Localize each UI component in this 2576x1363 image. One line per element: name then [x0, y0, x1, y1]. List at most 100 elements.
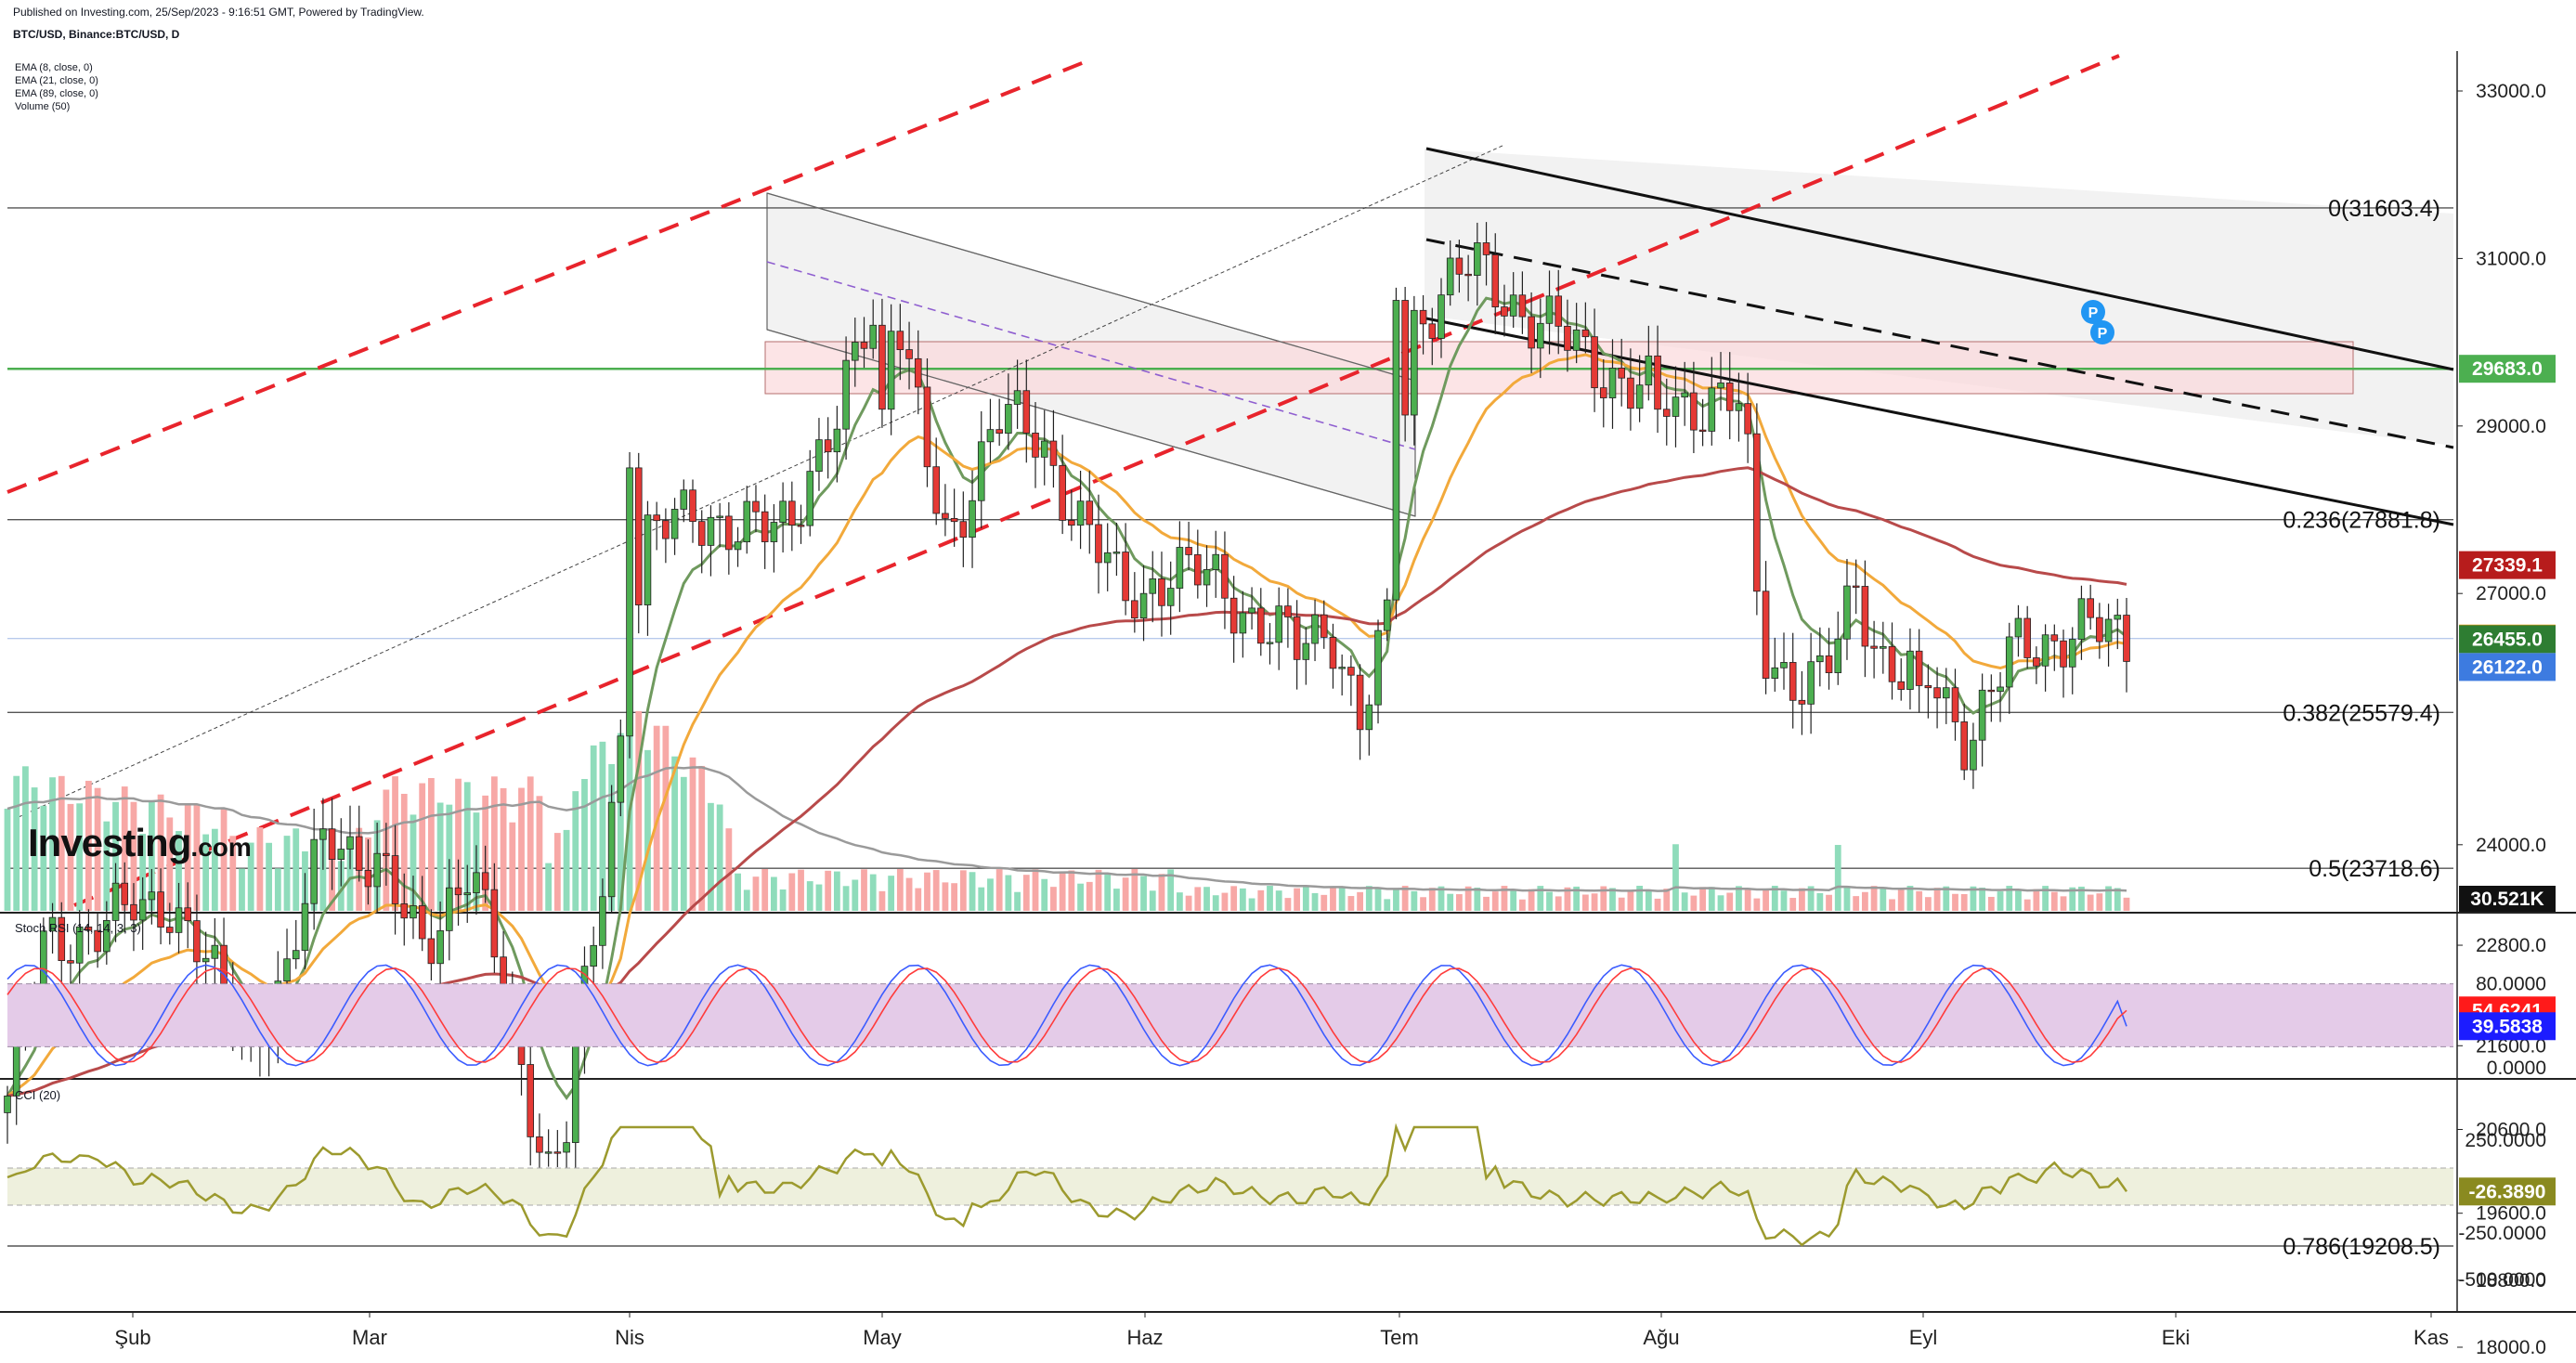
candle-body	[1166, 588, 1175, 606]
candle	[1599, 358, 1607, 428]
candle	[950, 488, 958, 547]
candle-body	[1771, 667, 1779, 679]
candle	[1482, 222, 1490, 286]
candle	[914, 330, 922, 415]
volume-bar	[852, 879, 859, 911]
volume-bar	[463, 782, 471, 911]
candle	[833, 406, 841, 483]
candle-body	[2023, 617, 2031, 658]
volume-bar	[1374, 889, 1382, 911]
volume-bar	[1573, 886, 1581, 911]
cci-line	[7, 1123, 2128, 1247]
candle	[1978, 673, 1986, 767]
candle-body	[788, 500, 796, 526]
candle-body	[1158, 578, 1165, 606]
candle-body	[1861, 586, 1869, 647]
volume-bar	[725, 828, 733, 911]
pattern-marker-letter: P	[2088, 305, 2099, 321]
candle-body	[1482, 242, 1490, 255]
time-tick-label: Kas	[2413, 1326, 2449, 1349]
candle-body	[1933, 687, 1941, 699]
volume-bar	[293, 828, 300, 911]
volume-bar	[1771, 886, 1778, 911]
candle-body	[536, 1136, 543, 1153]
candle-body	[94, 929, 101, 953]
candle-body	[662, 520, 670, 539]
candle-body	[932, 466, 940, 514]
candle-body	[2077, 598, 2086, 640]
volume-bar	[1645, 889, 1652, 911]
volume-bar	[229, 836, 237, 911]
volume-bar	[1997, 891, 2004, 911]
candle-body	[607, 801, 616, 898]
candle	[130, 883, 137, 952]
candle-body	[2014, 617, 2023, 638]
cci-tick-label: -250.0000	[2458, 1223, 2546, 1244]
candle-body	[355, 836, 363, 871]
candle-body	[860, 342, 868, 349]
volume-badge-bg	[2459, 886, 2556, 912]
volume-bar	[1284, 898, 1292, 911]
volume-bar	[266, 842, 273, 911]
candle	[1888, 622, 1896, 700]
candle	[310, 809, 318, 930]
candle-body	[111, 882, 120, 921]
candle-body	[1698, 429, 1707, 433]
candle	[1997, 671, 2004, 722]
candle-body	[761, 511, 769, 542]
volume-bar	[2060, 896, 2067, 911]
volume-bar	[680, 776, 687, 911]
candle	[1122, 523, 1129, 616]
volume-bar	[635, 710, 643, 911]
candle	[942, 484, 949, 537]
volume-bar	[924, 872, 930, 911]
candle	[1798, 670, 1806, 735]
candle-body	[950, 518, 958, 523]
volume-bar	[49, 777, 56, 911]
candle	[905, 321, 913, 390]
candle	[653, 501, 660, 551]
candle	[355, 805, 363, 882]
candle	[1158, 552, 1165, 637]
candle	[887, 304, 895, 435]
candle	[1555, 269, 1563, 355]
candle	[1690, 361, 1698, 454]
candle	[607, 785, 616, 913]
candle	[2041, 624, 2049, 692]
volume-bar	[1239, 888, 1246, 911]
volume-bar	[771, 876, 777, 911]
candle	[1834, 611, 1842, 685]
symbol-title: BTC/USD, Binance:BTC/USD, D	[13, 28, 180, 41]
volume-bar	[978, 887, 985, 911]
volume-bar	[1420, 897, 1426, 911]
candle	[1239, 591, 1247, 658]
candle-body	[1311, 614, 1319, 644]
volume-bar	[1826, 894, 1832, 911]
volume-bar	[112, 801, 119, 911]
candle-body	[1122, 552, 1129, 602]
candle	[536, 1113, 543, 1175]
desc-channel-mid	[766, 261, 1416, 450]
candle-body	[1654, 355, 1661, 410]
volume-bar	[1122, 877, 1129, 911]
candle-body	[184, 907, 192, 922]
candle-body	[977, 441, 985, 501]
candle-body	[1662, 409, 1671, 417]
price-tick-label: 19600.0	[2476, 1203, 2546, 1225]
candle-body	[2068, 639, 2076, 668]
price-badge: 27339.1	[2459, 551, 2556, 579]
candle	[2068, 627, 2076, 694]
volume-bar	[1248, 898, 1255, 911]
candle	[1347, 655, 1355, 707]
candle-body	[1960, 721, 1969, 771]
volume-bar	[1483, 896, 1490, 911]
candle	[896, 304, 904, 381]
candle	[1708, 357, 1716, 446]
candle	[1537, 298, 1544, 379]
candle-body	[842, 359, 850, 430]
volume-bar	[446, 804, 453, 911]
candle	[1059, 435, 1066, 535]
candle	[1744, 372, 1751, 463]
candle-body	[1392, 300, 1400, 601]
